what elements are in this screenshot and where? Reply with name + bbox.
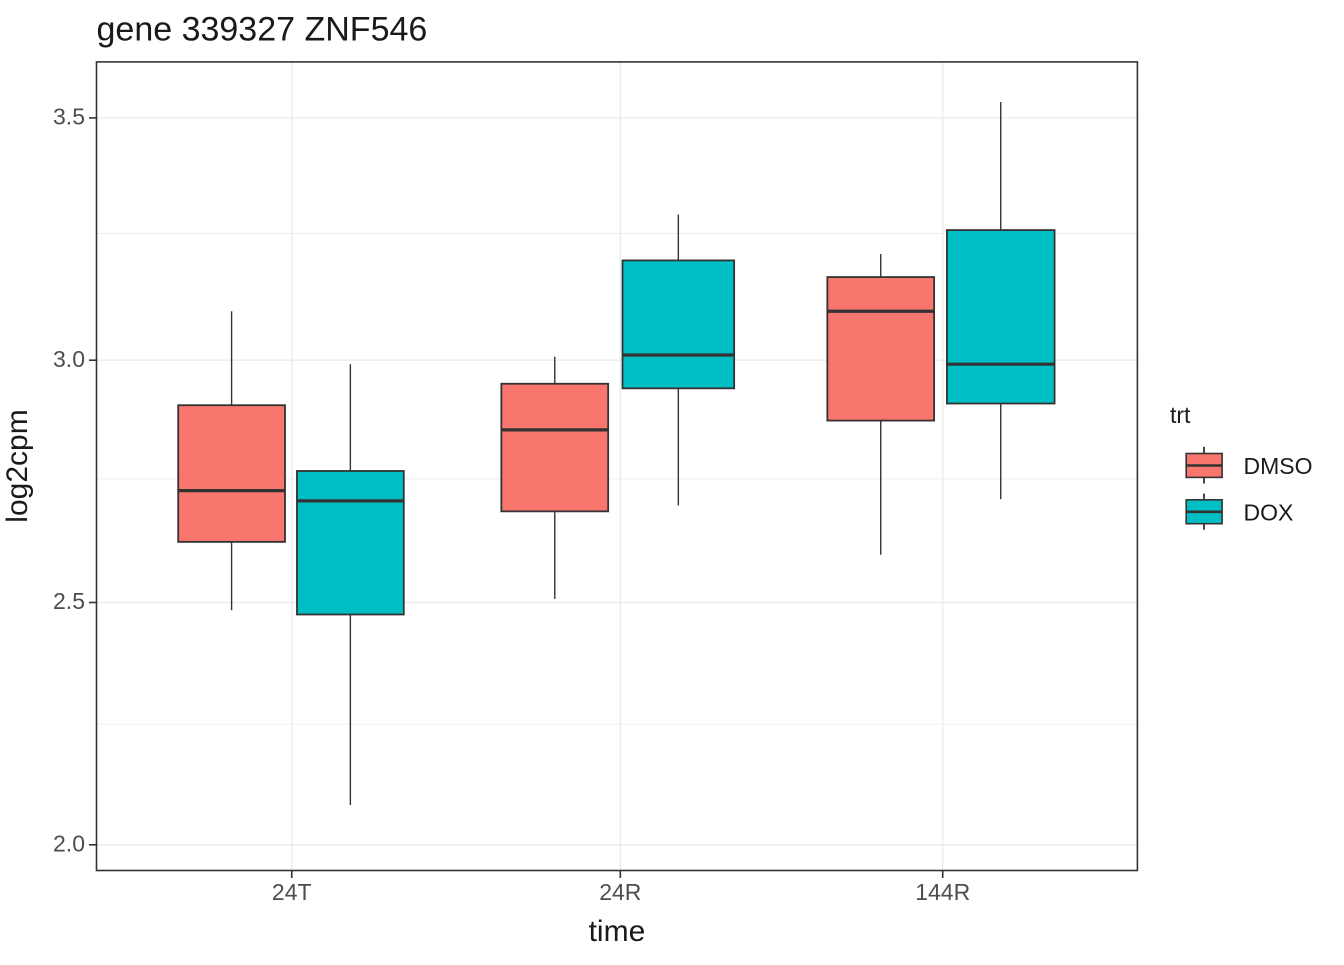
svg-text:144R: 144R <box>915 879 970 905</box>
svg-text:DOX: DOX <box>1244 499 1294 525</box>
svg-text:trt: trt <box>1170 402 1191 428</box>
svg-text:3.0: 3.0 <box>53 346 85 372</box>
svg-text:3.5: 3.5 <box>53 104 85 130</box>
svg-text:log2cpm: log2cpm <box>1 409 34 522</box>
svg-text:DMSO: DMSO <box>1244 453 1313 479</box>
svg-text:24R: 24R <box>599 879 641 905</box>
svg-text:gene 339327 ZNF546: gene 339327 ZNF546 <box>97 10 428 48</box>
svg-text:2.0: 2.0 <box>53 830 85 856</box>
svg-text:2.5: 2.5 <box>53 588 85 614</box>
svg-text:24T: 24T <box>272 879 312 905</box>
svg-text:time: time <box>589 915 646 948</box>
